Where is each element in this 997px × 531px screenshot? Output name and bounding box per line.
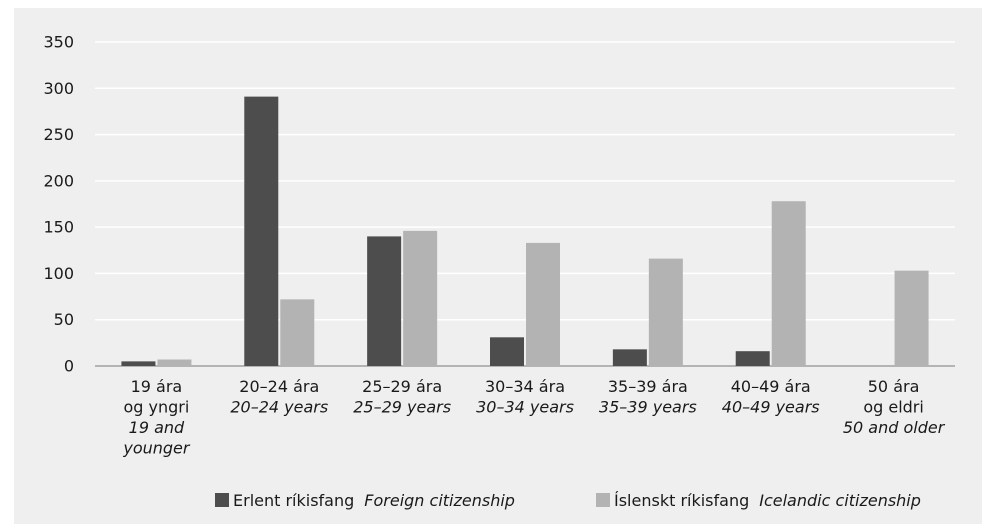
legend-label: Íslenskt ríkisfang bbox=[614, 491, 749, 510]
bar-foreign bbox=[612, 349, 647, 366]
legend-label-en: Foreign citizenship bbox=[364, 491, 515, 510]
bar-foreign bbox=[367, 236, 402, 366]
x-tick-label-en: 40–49 years bbox=[722, 398, 820, 417]
x-tick-label: 35–39 ára bbox=[608, 377, 688, 396]
bar-foreign bbox=[121, 361, 156, 366]
y-tick-label: 200 bbox=[43, 171, 74, 190]
chart-panel bbox=[14, 8, 982, 524]
y-tick-label: 350 bbox=[43, 33, 74, 52]
legend-swatch bbox=[215, 493, 229, 507]
bar-foreign bbox=[735, 351, 770, 366]
x-tick-label-en: 19 and bbox=[129, 418, 185, 437]
y-tick-label: 0 bbox=[64, 357, 74, 376]
y-tick-label: 50 bbox=[54, 310, 74, 329]
legend-swatch bbox=[596, 493, 610, 507]
bar-icelandic bbox=[403, 230, 438, 366]
bar-icelandic bbox=[894, 270, 929, 366]
legend-label: Erlent ríkisfang bbox=[233, 491, 354, 510]
x-tick-label-en: 35–39 years bbox=[599, 398, 697, 417]
x-tick-label: 19 ára bbox=[131, 377, 183, 396]
x-tick-label: 25–29 ára bbox=[362, 377, 442, 396]
y-tick-label: 100 bbox=[43, 264, 74, 283]
x-tick-label: 20–24 ára bbox=[239, 377, 319, 396]
bar-foreign bbox=[244, 96, 279, 367]
y-tick-label: 300 bbox=[43, 79, 74, 98]
bar-icelandic bbox=[526, 242, 560, 366]
x-tick-label: og eldri bbox=[863, 398, 924, 417]
x-tick-label-en: 30–34 years bbox=[476, 398, 574, 417]
x-tick-label: 40–49 ára bbox=[731, 377, 811, 396]
bar-icelandic bbox=[771, 201, 806, 366]
bar-icelandic bbox=[648, 258, 683, 366]
x-tick-label-en: 20–24 years bbox=[230, 398, 328, 417]
y-tick-label: 150 bbox=[43, 218, 74, 237]
bar-foreign bbox=[490, 337, 524, 366]
x-tick-label: og yngri bbox=[124, 398, 190, 417]
bar-icelandic bbox=[157, 359, 192, 366]
legend-label-en: Icelandic citizenship bbox=[759, 491, 921, 510]
y-tick-label: 250 bbox=[43, 125, 74, 144]
x-tick-label: 50 ára bbox=[868, 377, 920, 396]
x-tick-label-en: younger bbox=[122, 439, 191, 458]
x-tick-label-en: 25–29 years bbox=[353, 398, 451, 417]
x-tick-label-en: 50 and older bbox=[843, 418, 946, 437]
x-tick-label: 30–34 ára bbox=[485, 377, 565, 396]
bar-icelandic bbox=[280, 299, 315, 366]
